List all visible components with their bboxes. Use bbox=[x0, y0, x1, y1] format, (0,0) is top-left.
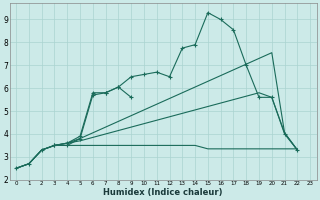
X-axis label: Humidex (Indice chaleur): Humidex (Indice chaleur) bbox=[103, 188, 223, 197]
